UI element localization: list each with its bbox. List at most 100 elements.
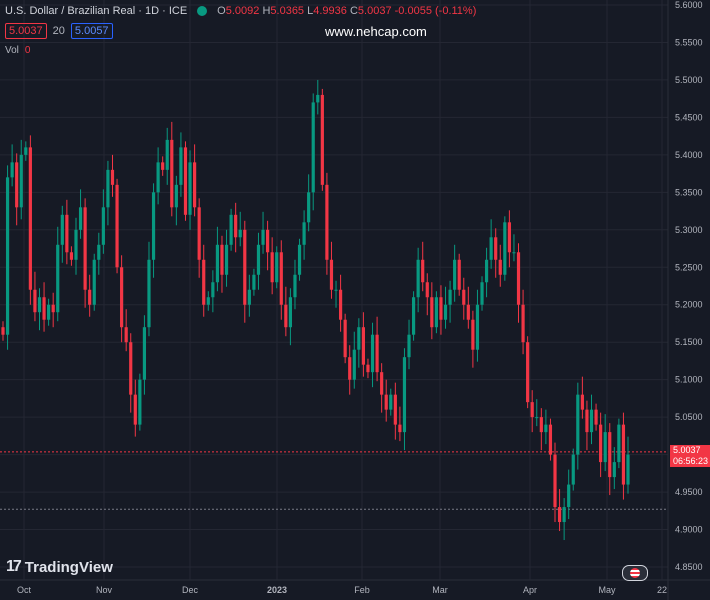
candle-body [411, 297, 416, 335]
candle-body [453, 259, 457, 290]
candle-body [188, 162, 192, 215]
candle-body [10, 162, 14, 178]
candle-body [430, 297, 434, 328]
x-tick-label: 22 [657, 585, 667, 595]
candle-body [626, 454, 630, 485]
candle-body [151, 192, 156, 260]
brand-name: TradingView [24, 558, 113, 576]
candle-body [42, 297, 46, 320]
candle-body [74, 229, 78, 260]
candle-body [156, 162, 160, 193]
candle-body [183, 147, 188, 215]
y-tick-label: 5.1500 [675, 337, 703, 347]
y-tick-label: 5.6000 [675, 0, 703, 10]
last-price-value: 5.0037 [673, 445, 701, 455]
candle-body [15, 162, 19, 208]
candle-body [343, 319, 347, 358]
candle-body [617, 424, 621, 463]
candle-body [325, 184, 329, 260]
candle-body [293, 274, 297, 298]
candle-body [567, 484, 571, 508]
candle-body [120, 267, 124, 328]
candle-body [361, 327, 365, 365]
candle-body [370, 334, 375, 373]
candle-body [489, 237, 493, 260]
candle-body [548, 424, 553, 455]
candle-body [238, 229, 242, 238]
candle-body [110, 169, 115, 185]
candle-body [393, 394, 397, 425]
candle-body [92, 259, 96, 305]
candle-body [252, 274, 256, 290]
candle-body [284, 304, 288, 328]
candle-body [5, 177, 10, 335]
y-tick-label: 5.5500 [675, 37, 703, 47]
y-tick-label: 5.5000 [675, 75, 703, 85]
candle-body [47, 304, 51, 320]
candle-body [539, 417, 543, 433]
candle-body [215, 244, 220, 283]
candle-body [133, 394, 137, 425]
candle-body [115, 184, 119, 268]
x-tick-label: Mar [432, 585, 448, 595]
countdown-timer: 06:56:23 [673, 456, 709, 466]
indicator-value-a[interactable]: 5.0037 [5, 23, 47, 39]
candle-body [229, 214, 233, 245]
x-tick-label: 2023 [267, 585, 287, 595]
candle-body [348, 357, 352, 380]
symbol-header: U.S. Dollar / Brazilian Real · 1D · ICE … [5, 5, 476, 17]
candle-body [507, 222, 511, 253]
indicator-value-b[interactable]: 5.0057 [70, 23, 113, 39]
candle-body [621, 424, 626, 485]
candle-body [147, 259, 151, 328]
candle-body [338, 289, 343, 320]
tradingview-logo-icon: 17 [6, 558, 22, 575]
currency-flag-icon[interactable] [622, 565, 648, 581]
candle-body [33, 289, 37, 313]
volume-value: 0 [24, 45, 31, 56]
candle-body [316, 94, 320, 103]
indicator-row: 5.0037 20 5.0057 [5, 23, 113, 39]
candle-body [402, 357, 407, 433]
candle-body [334, 289, 338, 291]
candle-body [562, 507, 566, 523]
candle-body [352, 349, 356, 380]
candle-body [475, 304, 480, 350]
candle-body [608, 432, 612, 478]
low-value: 4.9936 [313, 5, 347, 17]
candle-body [594, 409, 598, 425]
candle-body [503, 222, 507, 275]
candle-body [56, 244, 60, 313]
candle-body [557, 507, 562, 523]
candle-body [498, 259, 502, 275]
candle-body [247, 289, 251, 305]
symbol-title[interactable]: U.S. Dollar / Brazilian Real · 1D · ICE [5, 5, 188, 17]
candle-body [106, 169, 110, 208]
candle-body [165, 139, 169, 170]
candle-body [466, 304, 470, 320]
candle-body [434, 297, 438, 328]
candle-body [275, 252, 279, 283]
candle-body [288, 297, 293, 328]
x-tick-label: Dec [182, 585, 199, 595]
candle-body [439, 297, 443, 320]
y-tick-label: 5.3000 [675, 225, 703, 235]
candle-body [256, 244, 261, 275]
tradingview-logo[interactable]: 17 TradingView [6, 558, 113, 576]
volume-legend: Vol 0 [5, 45, 30, 56]
candle-body [65, 214, 69, 253]
candle-body [28, 147, 32, 290]
open-value: 5.0092 [225, 5, 260, 17]
candle-body [384, 394, 388, 410]
y-tick-label: 4.8500 [675, 562, 703, 572]
candle-body [69, 252, 74, 260]
candle-body [448, 289, 452, 305]
candle-body [580, 394, 584, 410]
candle-body [243, 229, 247, 305]
candle-body [297, 244, 302, 275]
y-tick-label: 5.2500 [675, 262, 703, 272]
candle-body [266, 229, 270, 253]
candle-body [530, 402, 534, 418]
y-tick-label: 5.4000 [675, 150, 703, 160]
